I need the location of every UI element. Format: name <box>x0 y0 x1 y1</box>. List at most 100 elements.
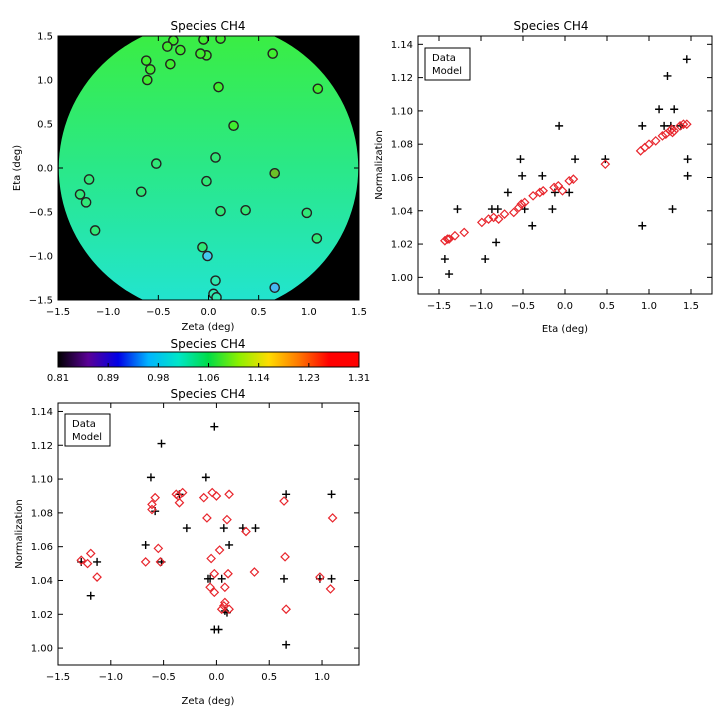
eta-model-point <box>528 190 538 201</box>
zeta-legend-data: Data <box>72 419 96 430</box>
eta-model-point <box>534 187 545 198</box>
map-ytick-label: 0.0 <box>37 164 53 175</box>
map-point <box>202 250 213 262</box>
zeta-xtick-label: −0.5 <box>151 672 175 683</box>
eta-xtick-label: −1.5 <box>427 301 451 312</box>
eta-xtick-label: −1.0 <box>469 301 493 312</box>
map-ylabel: Eta (deg) <box>12 145 23 191</box>
map-point <box>83 174 95 185</box>
map-point <box>80 197 92 208</box>
eta-ytick-label: 1.12 <box>391 73 413 84</box>
zeta-model-point <box>82 558 93 569</box>
zeta-model-point <box>249 567 260 577</box>
map-field-disk <box>58 36 359 300</box>
zeta-xtick-label: −1.5 <box>46 672 70 683</box>
eta-model-point <box>600 159 611 170</box>
map-xtick-label: −1.5 <box>46 307 70 318</box>
map-point <box>312 83 324 95</box>
zeta-data-point <box>157 439 166 448</box>
eta-ytick-label: 1.08 <box>391 140 413 151</box>
zeta-model-point <box>209 587 220 598</box>
colorbar-tick-label: 0.89 <box>97 373 119 384</box>
map-point <box>74 189 86 200</box>
zeta-title: Species CH4 <box>170 387 245 401</box>
map-ytick-label: 1.5 <box>37 32 53 43</box>
zeta-model-point <box>147 499 157 510</box>
eta-model-point <box>459 227 470 238</box>
map-point <box>240 204 251 216</box>
eta-ytick-label: 1.04 <box>391 206 413 217</box>
eta-data-point <box>538 171 547 180</box>
zeta-model-point <box>224 489 234 500</box>
zeta-model-point <box>140 557 151 567</box>
eta-data-point <box>481 255 490 264</box>
eta-model-point <box>538 185 549 196</box>
map-ytick-label: −0.5 <box>29 208 53 219</box>
zeta-data-point <box>327 574 336 583</box>
zeta-data-point <box>214 625 223 634</box>
eta-ytick-label: 1.06 <box>391 173 413 184</box>
map-ytick-label: −1.0 <box>29 252 53 263</box>
eta-model-point <box>681 119 692 130</box>
map-ytick-label: 1.0 <box>37 76 53 87</box>
zeta-model-point <box>223 568 233 579</box>
eta-model-point <box>508 207 519 218</box>
zeta-model-point <box>211 491 222 501</box>
zeta-xlabel: Zeta (deg) <box>182 696 235 707</box>
map-xlabel: Zeta (deg) <box>182 322 235 333</box>
map-xtick-label: 0.5 <box>251 307 267 318</box>
zeta-data-point <box>146 473 155 482</box>
eta-data-point <box>571 155 580 164</box>
eta-data-point <box>668 205 677 214</box>
map-point <box>269 282 281 293</box>
eta-ytick-label: 1.02 <box>391 240 413 251</box>
zeta-ytick-label: 1.14 <box>31 407 53 418</box>
map-xtick-label: 0.0 <box>201 307 217 318</box>
eta-axes: −1.5 −1.0 −0.5 0.0 0.5 1.0 1.5 1.00 1.02 1.04 1.06… <box>391 36 712 312</box>
colorbar-tick-label: 1.06 <box>197 373 219 384</box>
zeta-model-point <box>281 604 291 615</box>
eta-data-point <box>670 105 679 114</box>
map-ytick-label: 0.5 <box>37 120 53 131</box>
zeta-model-point <box>174 497 185 508</box>
eta-data-point <box>445 270 454 279</box>
eta-xtick-label: 0.5 <box>599 301 615 312</box>
map-point <box>151 158 162 169</box>
zeta-model-point <box>220 582 230 593</box>
eta-legend: Data Model <box>424 47 471 81</box>
zeta-ytick-label: 1.06 <box>31 542 53 553</box>
zeta-legend-model: Model <box>72 432 102 443</box>
eta-model-point <box>669 126 680 136</box>
map-point <box>215 36 226 44</box>
eta-model-point <box>444 234 454 244</box>
zeta-model-point <box>153 543 164 554</box>
zeta-data-point <box>217 574 226 583</box>
zeta-model-point <box>214 545 225 555</box>
eta-legend-box <box>424 47 471 81</box>
zeta-model-point <box>76 555 87 566</box>
eta-ytick-label: 1.00 <box>391 273 413 284</box>
zeta-data-point <box>141 540 150 549</box>
map-point <box>141 74 153 86</box>
zeta-xtick-label: 0.0 <box>208 672 224 683</box>
map-point <box>201 175 212 187</box>
map-point <box>162 41 173 52</box>
zeta-ytick-label: 1.00 <box>31 644 53 655</box>
map-points <box>74 36 324 300</box>
zeta-data-point <box>219 524 228 533</box>
zeta-model-point <box>315 572 325 582</box>
map-ytick-label: −1.5 <box>29 296 53 307</box>
zeta-data-point <box>182 524 191 533</box>
eta-data-point <box>503 188 512 197</box>
map-point <box>267 48 279 59</box>
eta-data-point <box>683 171 692 180</box>
colorbar-panel: Species CH4 0.81 0.89 0.98 1.06 1.14 1.23 1.31 <box>47 337 370 384</box>
zeta-model-point <box>85 548 96 559</box>
eta-xlabel: Eta (deg) <box>542 324 588 335</box>
eta-data-point <box>548 205 557 214</box>
map-point <box>269 167 281 179</box>
colorbar-tick-label: 1.23 <box>298 373 320 384</box>
eta-model-point <box>476 217 487 228</box>
map-xtick-label: −0.5 <box>146 307 170 318</box>
